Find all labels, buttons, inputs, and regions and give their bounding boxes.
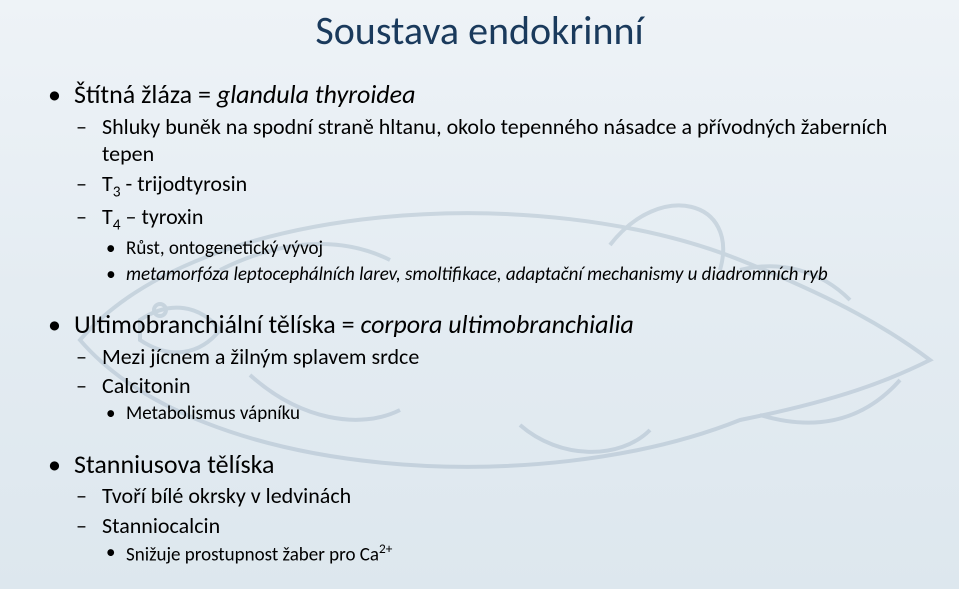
sub-sub-item: Růst, ontogenetický vývoj: [102, 237, 919, 261]
heading-italic: glandula thyroidea: [217, 78, 416, 110]
sub-item: Tvoří bílé okrsky v ledvinách: [74, 482, 919, 510]
slide: Soustava endokrinní Štítná žláza = gland…: [0, 0, 959, 589]
sub-sub-item: Snižuje prostupnost žaber pro Ca2+: [102, 541, 919, 567]
sub-sub-item: metamorfóza leptocephálních larev, smolt…: [102, 263, 919, 287]
heading-italic: corpora ultimobranchialia: [360, 308, 633, 340]
heading-text: Štítná žláza =: [74, 78, 217, 110]
sub-item: Mezi jícnem a žilným splavem srdce: [74, 343, 919, 371]
sub-item: StanniocalcinSnižuje prostupnost žaber p…: [74, 512, 919, 568]
section-heading: Stanniusova tělískaTvoří bílé okrsky v l…: [48, 448, 919, 568]
heading-text: Ultimobranchiální tělíska =: [74, 308, 360, 340]
sub-item: CalcitoninMetabolismus vápníku: [74, 372, 919, 425]
sub-item: T3 - trijodtyrosin: [74, 170, 919, 202]
slide-title: Soustava endokrinní: [0, 6, 959, 55]
slide-body: Štítná žláza = glandula thyroideaShluky …: [48, 78, 919, 575]
sub-item: T4 – tyroxinRůst, ontogenetický vývojmet…: [74, 203, 919, 286]
sub-sub-item: Metabolismus vápníku: [102, 402, 919, 426]
section-heading: Štítná žláza = glandula thyroideaShluky …: [48, 78, 919, 286]
heading-text: Stanniusova tělíska: [74, 448, 275, 480]
sub-item: Shluky buněk na spodní straně hltanu, ok…: [74, 113, 919, 168]
section-heading: Ultimobranchiální tělíska = corpora ulti…: [48, 308, 919, 425]
